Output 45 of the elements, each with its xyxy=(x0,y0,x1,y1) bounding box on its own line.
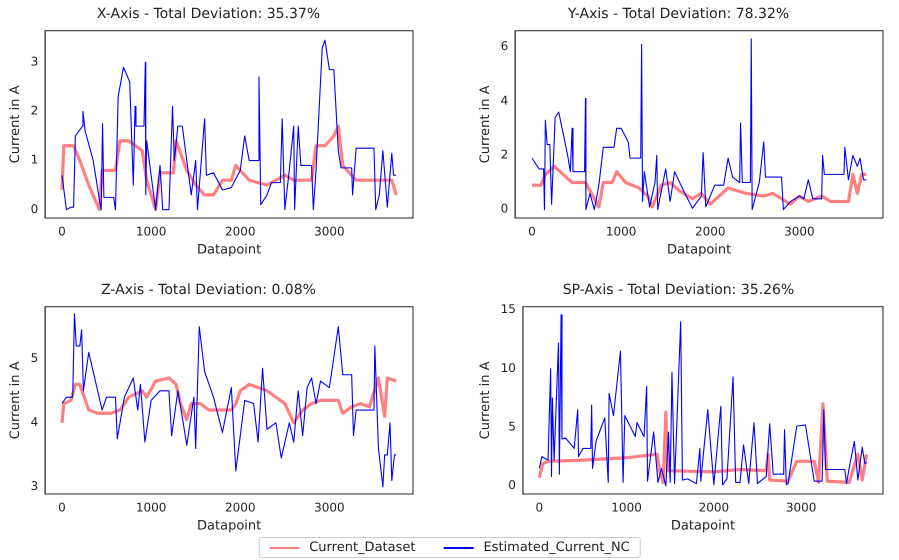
y-tick-label: 4 xyxy=(500,93,508,108)
y-tick-label: 0 xyxy=(508,478,516,492)
y-tick-label: 0 xyxy=(500,202,508,216)
x-tick-label: 0 xyxy=(58,224,66,238)
y-tick-label: 4 xyxy=(30,414,38,429)
legend-label: Estimated_Current_NC xyxy=(483,540,630,555)
y-axis-title: Current in A xyxy=(478,361,494,440)
y-tick-label: 5 xyxy=(30,350,38,365)
y-axis-title: Current in A xyxy=(478,85,494,164)
x-tick-label: 2000 xyxy=(224,224,256,238)
x-tick-label: 1000 xyxy=(136,500,166,514)
legend-label: Current_Dataset xyxy=(309,540,416,555)
x-tick-label: 3000 xyxy=(786,500,816,514)
chart-title: SP-Axis - Total Deviation: 35.26% xyxy=(562,282,794,298)
y-axis-title: Current in A xyxy=(8,361,24,440)
y-tick-label: 2 xyxy=(30,104,38,118)
y-tick-label: 3 xyxy=(30,54,38,68)
x-axis-title: Datapoint xyxy=(197,242,262,258)
y-tick-label: 3 xyxy=(30,479,38,494)
y-tick-label: 1 xyxy=(30,152,38,167)
x-axis-title: Datapoint xyxy=(667,242,732,258)
y-tick-label: 15 xyxy=(500,302,516,316)
y-axis-title: Current in A xyxy=(8,85,24,164)
x-tick-label: 3000 xyxy=(314,224,345,238)
x-tick-label: 0 xyxy=(535,500,544,514)
x-tick-label: 1000 xyxy=(136,224,166,238)
x-tick-label: 1000 xyxy=(606,224,636,238)
x-tick-label: 0 xyxy=(528,224,536,238)
y-tick-label: 10 xyxy=(500,360,516,375)
x-tick-label: 3000 xyxy=(784,224,815,238)
y-tick-label: 5 xyxy=(508,419,516,434)
x-tick-label: 2000 xyxy=(698,500,730,514)
x-axis-title: Datapoint xyxy=(670,518,736,534)
chart-title: X-Axis - Total Deviation: 35.37% xyxy=(96,6,320,22)
x-axis-title: Datapoint xyxy=(197,518,262,534)
y-tick-label: 6 xyxy=(500,39,508,54)
y-tick-label: 2 xyxy=(500,148,508,162)
y-tick-label: 0 xyxy=(30,202,38,216)
x-tick-label: 0 xyxy=(58,500,66,514)
x-tick-label: 2000 xyxy=(224,500,256,514)
x-tick-label: 1000 xyxy=(611,500,642,514)
chart-title: Y-Axis - Total Deviation: 78.32% xyxy=(566,6,790,22)
x-tick-label: 2000 xyxy=(694,224,726,238)
chart-title: Z-Axis - Total Deviation: 0.08% xyxy=(101,282,316,298)
x-tick-label: 3000 xyxy=(314,500,345,514)
